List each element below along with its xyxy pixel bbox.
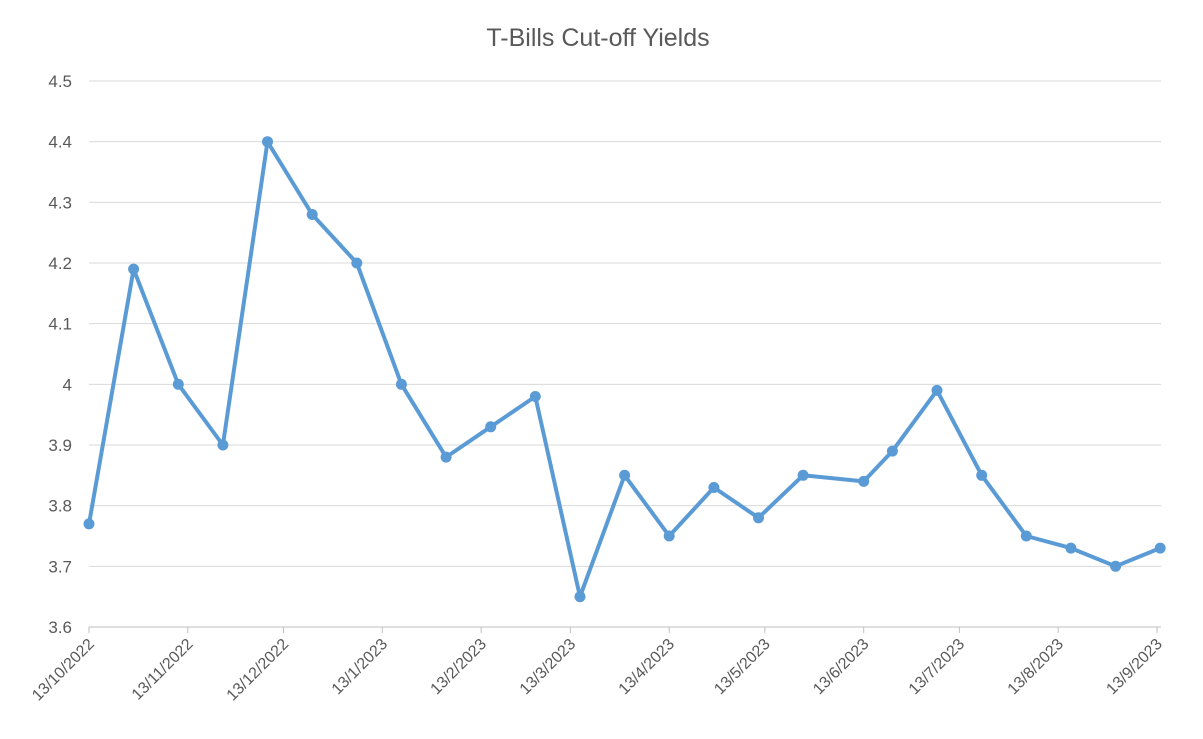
x-tick-label: 13/6/2023	[810, 636, 872, 698]
series-line	[87, 139, 1163, 599]
x-tick-label: 13/9/2023	[1103, 636, 1165, 698]
data-point	[1110, 560, 1122, 572]
data-point	[976, 469, 988, 481]
x-tick-label: 13/8/2023	[1005, 636, 1067, 698]
data-point	[753, 512, 764, 524]
data-point	[440, 451, 452, 463]
data-point	[619, 469, 631, 481]
x-tick-label: 13/2/2023	[428, 636, 490, 698]
data-point	[395, 378, 407, 390]
data-point	[1154, 542, 1166, 554]
x-tick-label: 13/12/2022	[224, 636, 293, 705]
data-point	[529, 391, 541, 402]
data-point	[574, 591, 586, 603]
data-point	[217, 439, 229, 451]
data-point	[886, 445, 898, 457]
y-tick-label: 4.5	[48, 72, 72, 91]
data-point	[797, 469, 809, 481]
data-point	[1020, 530, 1032, 542]
data-point	[931, 384, 943, 396]
y-tick-label: 3.6	[48, 618, 72, 637]
data-point	[262, 136, 273, 148]
y-tick-label: 3.9	[48, 436, 72, 455]
x-tick-label: 13/10/2022	[29, 636, 98, 705]
data-point	[858, 475, 870, 487]
y-tick-label: 3.7	[48, 557, 72, 576]
y-tick-label: 4.4	[48, 133, 72, 152]
data-point	[83, 518, 95, 530]
data-point	[485, 421, 497, 433]
chart-title: T-Bills Cut-off Yields	[486, 24, 709, 52]
x-tick-label: 13/1/2023	[329, 636, 391, 698]
x-tick-label: 13/7/2023	[906, 636, 968, 698]
data-point	[306, 209, 318, 220]
data-point	[128, 263, 140, 275]
series-group	[83, 136, 1166, 603]
x-tick-label: 13/5/2023	[711, 636, 773, 698]
x-tick-label: 13/11/2022	[129, 636, 197, 704]
data-point	[1065, 542, 1077, 554]
y-tick-label: 3.8	[48, 497, 72, 516]
x-tick-label: 13/3/2023	[517, 636, 579, 698]
y-tick-label: 4.2	[48, 254, 72, 273]
y-tick-label: 4	[63, 375, 72, 394]
data-point	[172, 378, 184, 390]
data-point	[351, 257, 363, 269]
gridlines	[89, 80, 1161, 567]
x-axis: 13/10/2022 13/11/2022 13/12/2022 13/1/2023 1…	[29, 626, 1166, 705]
y-axis-ticks: 3.6 3.7 3.8 3.9 4 4.1 4.2 4.3 4.4 4.5	[48, 72, 72, 637]
y-tick-label: 4.3	[48, 193, 72, 212]
x-tick-label: 13/4/2023	[616, 636, 678, 698]
data-point	[708, 482, 720, 493]
y-tick-label: 4.1	[48, 315, 72, 334]
data-point	[663, 530, 675, 542]
